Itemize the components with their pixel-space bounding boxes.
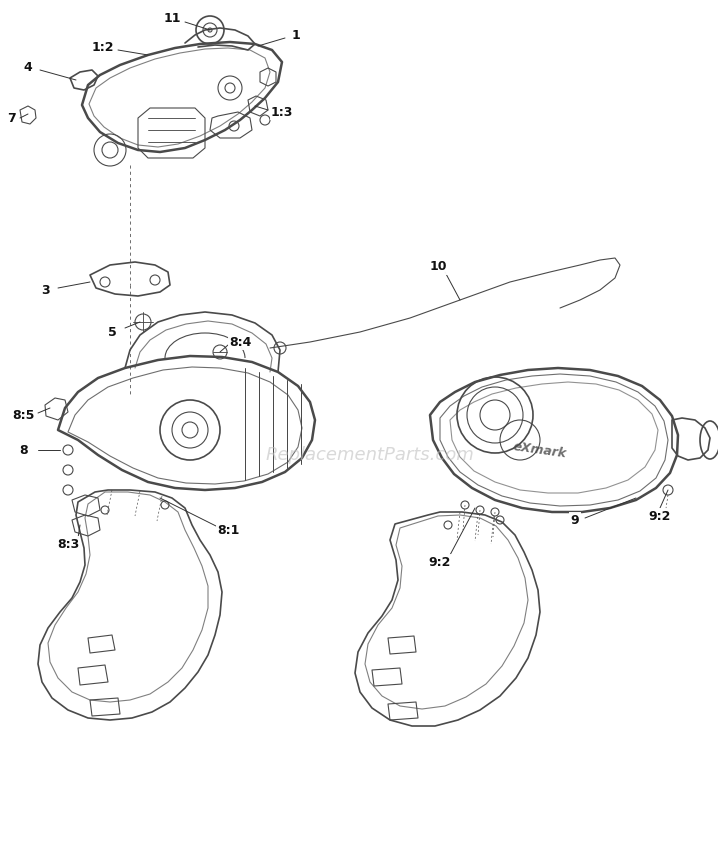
Text: 8:1: 8:1 [217, 524, 239, 536]
Text: ReplacementParts.com: ReplacementParts.com [266, 446, 475, 464]
Text: 8:3: 8:3 [57, 537, 79, 551]
Text: 9:2: 9:2 [649, 509, 671, 523]
Text: 8:5: 8:5 [11, 409, 34, 422]
Text: 3: 3 [42, 284, 50, 297]
Text: 1:2: 1:2 [92, 41, 114, 54]
Text: 9: 9 [571, 513, 579, 526]
Text: 4: 4 [24, 60, 32, 73]
Text: 1: 1 [292, 29, 300, 42]
Text: 9:2: 9:2 [429, 556, 451, 569]
Text: 10: 10 [429, 260, 447, 274]
Text: 7: 7 [6, 111, 15, 124]
Text: 11: 11 [163, 12, 181, 25]
Text: 8: 8 [19, 444, 28, 456]
Text: 1:3: 1:3 [271, 105, 293, 118]
Text: 5: 5 [108, 326, 116, 338]
Text: eXmark: eXmark [513, 439, 568, 460]
Text: 8:4: 8:4 [229, 336, 251, 348]
